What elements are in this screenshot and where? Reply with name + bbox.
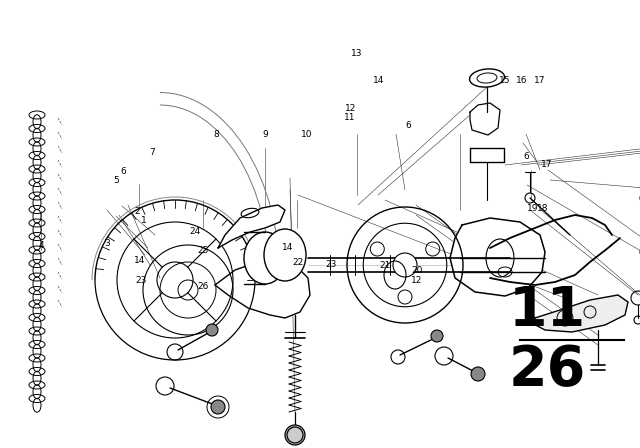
Text: 21: 21 bbox=[379, 261, 390, 270]
Polygon shape bbox=[450, 218, 545, 296]
Text: 18: 18 bbox=[537, 204, 548, 213]
Circle shape bbox=[206, 324, 218, 336]
Polygon shape bbox=[215, 260, 310, 318]
Polygon shape bbox=[530, 295, 628, 332]
Circle shape bbox=[431, 330, 443, 342]
Text: 17: 17 bbox=[534, 76, 545, 85]
Text: 20: 20 bbox=[411, 266, 422, 275]
Circle shape bbox=[211, 400, 225, 414]
Text: 4: 4 bbox=[38, 241, 44, 250]
Text: 5: 5 bbox=[114, 177, 119, 185]
Text: 14: 14 bbox=[372, 76, 384, 85]
Text: 15: 15 bbox=[499, 76, 510, 85]
Circle shape bbox=[285, 425, 305, 445]
Ellipse shape bbox=[244, 232, 286, 284]
Text: 25: 25 bbox=[197, 246, 209, 255]
Text: 9: 9 bbox=[263, 130, 268, 139]
Text: 6: 6 bbox=[120, 167, 125, 176]
Text: 7: 7 bbox=[149, 148, 154, 157]
Polygon shape bbox=[470, 103, 500, 135]
Polygon shape bbox=[218, 205, 285, 248]
Text: 8: 8 bbox=[214, 130, 219, 139]
Circle shape bbox=[471, 367, 485, 381]
Text: 13: 13 bbox=[351, 49, 363, 58]
Text: 2: 2 bbox=[135, 207, 140, 216]
Text: 23: 23 bbox=[326, 260, 337, 269]
Text: 6: 6 bbox=[406, 121, 411, 130]
Text: 11: 11 bbox=[344, 113, 355, 122]
Text: 1: 1 bbox=[141, 216, 146, 225]
Ellipse shape bbox=[264, 229, 306, 281]
Text: 12: 12 bbox=[345, 104, 356, 113]
Text: 12: 12 bbox=[411, 276, 422, 285]
Circle shape bbox=[393, 253, 417, 277]
Text: 26: 26 bbox=[509, 343, 586, 396]
Text: 17: 17 bbox=[541, 160, 553, 169]
Text: 14: 14 bbox=[134, 256, 145, 265]
Text: 16: 16 bbox=[516, 76, 527, 85]
Text: 6: 6 bbox=[524, 152, 529, 161]
Text: 11: 11 bbox=[509, 284, 586, 338]
Text: 3: 3 bbox=[105, 239, 110, 248]
Text: 26: 26 bbox=[197, 282, 209, 291]
Text: 19: 19 bbox=[527, 204, 538, 213]
Text: 10: 10 bbox=[301, 130, 313, 139]
Text: 24: 24 bbox=[189, 227, 201, 236]
Text: 23: 23 bbox=[135, 276, 147, 284]
Text: 14: 14 bbox=[282, 243, 294, 252]
Text: 22: 22 bbox=[292, 258, 303, 267]
